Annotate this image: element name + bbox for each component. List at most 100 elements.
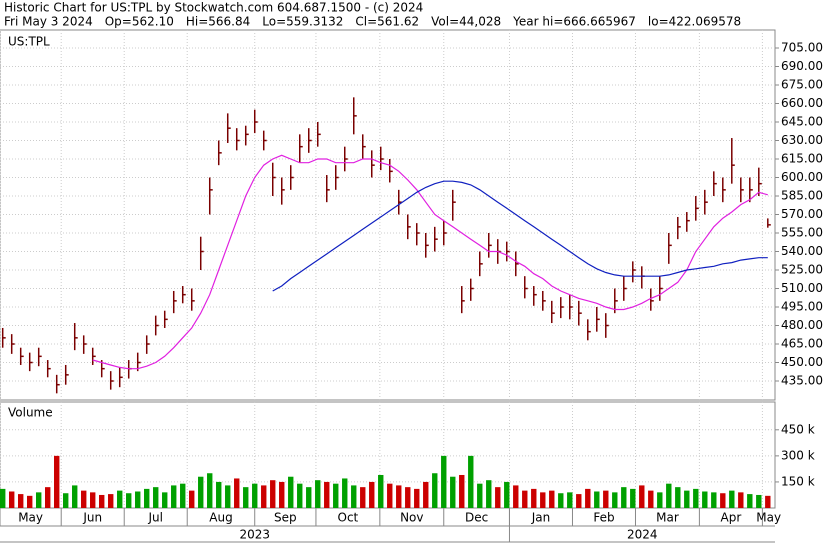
y-tick-label: 675.00 [781, 78, 823, 92]
x-tick-label: Jul [147, 511, 162, 525]
volume-bar [612, 492, 618, 508]
x-tick-label: Jan [531, 511, 551, 525]
volume-bar [90, 492, 96, 508]
volume-bar [477, 483, 483, 508]
volume-bar [342, 478, 348, 508]
volume-bar [378, 474, 384, 508]
volume-bar [171, 485, 177, 508]
volume-bar [558, 493, 564, 508]
volume-bar [639, 485, 645, 508]
volume-bar [531, 488, 537, 508]
y-tick-label: 705.00 [781, 41, 823, 55]
y-tick-label: 600.00 [781, 170, 823, 184]
volume-bar [108, 494, 114, 508]
y-tick-label: 540.00 [781, 244, 823, 258]
volume-bar [261, 485, 267, 508]
volume-bar [666, 483, 672, 508]
volume-bar [729, 490, 735, 508]
volume-bar [207, 473, 213, 508]
x-tick-label: Sep [274, 511, 297, 525]
volume-bar [225, 485, 231, 508]
volume-bar [81, 490, 87, 508]
volume-bar [702, 491, 708, 508]
volume-bar [99, 494, 105, 508]
volume-bar [270, 480, 276, 508]
volume-bar [432, 473, 438, 508]
volume-bar [684, 490, 690, 508]
y-tick-label: 645.00 [781, 115, 823, 129]
volume-bar [504, 481, 510, 508]
y-tick-label: 630.00 [781, 133, 823, 147]
y-tick-label: 615.00 [781, 152, 823, 166]
x-tick-label: Aug [209, 511, 232, 525]
volume-bar [162, 492, 168, 508]
y-tick-label: 570.00 [781, 207, 823, 221]
quote-item: lo=422.069578 [648, 15, 741, 29]
volume-bar [549, 490, 555, 508]
volume-bar [315, 480, 321, 508]
volume-bar [306, 487, 312, 508]
volume-bar [576, 494, 582, 508]
volume-bar [522, 490, 528, 508]
x-tick-label: Apr [721, 511, 742, 525]
year-label: 2023 [239, 528, 270, 542]
y-tick-label: 510.00 [781, 281, 823, 295]
quote-item: Cl=561.62 [355, 15, 419, 29]
volume-bar [117, 490, 123, 508]
volume-bar [198, 476, 204, 508]
volume-bar [765, 495, 771, 508]
volume-bar [423, 481, 429, 508]
volume-bar [450, 476, 456, 508]
volume-bar [126, 493, 132, 508]
volume-bar [144, 488, 150, 508]
y-tick-label: 300 k [781, 448, 815, 462]
volume-bar [594, 491, 600, 508]
volume-bar [216, 481, 222, 508]
y-tick-label: 450.00 [781, 355, 823, 369]
x-tick-label: Dec [465, 511, 488, 525]
volume-bar [45, 487, 51, 508]
volume-bar [135, 491, 141, 508]
volume-bar [234, 478, 240, 508]
volume-bar [369, 481, 375, 508]
volume-bar [333, 483, 339, 508]
volume-bar [459, 474, 465, 508]
y-tick-label: 555.00 [781, 226, 823, 240]
volume-bar [54, 455, 60, 508]
quote-item: Lo=559.3132 [262, 15, 343, 29]
volume-bar [540, 492, 546, 508]
volume-bar [693, 488, 699, 508]
volume-bar [486, 480, 492, 508]
volume-bar [414, 488, 420, 508]
volume-bar [585, 488, 591, 508]
quote-item: Vol=44,028 [431, 15, 501, 29]
x-tick-label: Feb [593, 511, 614, 525]
volume-bar [747, 494, 753, 508]
volume-bar [405, 487, 411, 508]
volume-bar [621, 487, 627, 508]
volume-bar [720, 493, 726, 508]
volume-bar [396, 485, 402, 508]
y-tick-label: 660.00 [781, 96, 823, 110]
volume-bar [27, 495, 33, 508]
quote-item: Fri May 3 2024 [4, 15, 93, 29]
y-tick-label: 465.00 [781, 337, 823, 351]
volume-bar [756, 494, 762, 508]
volume-bar [387, 483, 393, 508]
volume-bar [63, 493, 69, 508]
volume-bar [738, 492, 744, 508]
volume-bar [153, 487, 159, 508]
volume-bar [252, 483, 258, 508]
moving-average [272, 180, 768, 292]
volume-bar [675, 487, 681, 508]
volume-bar [351, 485, 357, 508]
volume-bar [18, 494, 24, 508]
symbol: US:TPL [8, 35, 50, 49]
volume-bar [180, 483, 186, 508]
y-tick-label: 585.00 [781, 189, 823, 203]
x-tick-label: May [756, 511, 781, 525]
volume-bar [297, 483, 303, 508]
year-label: 2024 [627, 528, 658, 542]
